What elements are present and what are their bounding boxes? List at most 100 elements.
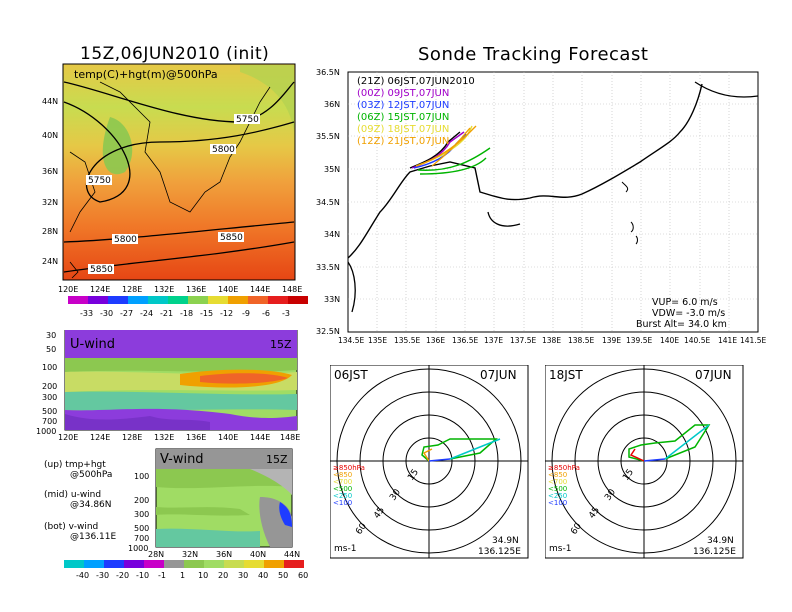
lon-tick: 124E	[90, 433, 110, 442]
wcbar-tick: 1	[180, 571, 185, 580]
wcbar-tick: -1	[158, 571, 166, 580]
hodo1-lat: 34.9N	[492, 536, 519, 546]
hodo-legend: <500	[548, 485, 567, 493]
wcbar-tick: 20	[218, 571, 228, 580]
param-burst: Burst Alt= 34.0 km	[636, 319, 727, 330]
lon-tick: 140.5E	[684, 336, 710, 345]
lon-tick: 140E	[218, 433, 238, 442]
cbar-tick: -12	[220, 309, 233, 318]
hodo1-unit: ms-1	[334, 544, 356, 554]
p-tick: 1000	[128, 544, 148, 553]
coastline	[347, 83, 703, 259]
lon-tick: 148E	[282, 285, 302, 294]
lon-tick: 120E	[58, 433, 78, 442]
hodo2-panel: 18JST 07JUN 15 30 45 60 ≥850hPa <850 <70…	[545, 365, 744, 559]
hodo-legend: <850	[548, 471, 567, 479]
hodo1-time: 06JST	[334, 368, 368, 382]
hodo-legend: <850	[333, 471, 352, 479]
lat-tick: 36N	[42, 167, 58, 176]
lon-tick: 138.5E	[568, 336, 594, 345]
lon-tick: 132E	[154, 285, 174, 294]
lat-tick: 40N	[42, 131, 58, 140]
lon-tick: 135.5E	[394, 336, 420, 345]
contour-label: 5750	[236, 115, 259, 125]
hodo-legend: <250	[548, 492, 567, 500]
p-tick: 30	[46, 331, 56, 340]
lon-tick: 138E	[542, 336, 561, 345]
lon-tick: 128E	[122, 285, 142, 294]
wcbar-tick: -20	[116, 571, 129, 580]
wcbar-tick: 30	[238, 571, 248, 580]
uwind-time: 15Z	[270, 338, 292, 351]
lat-tick: 32N	[182, 550, 198, 559]
p-tick: 500	[134, 524, 149, 533]
p-tick: 500	[42, 407, 57, 416]
lon-tick: 137E	[484, 336, 503, 345]
hodo-legend: <100	[333, 499, 352, 507]
lat-tick: 36.5N	[316, 68, 340, 77]
cbar-tick: -9	[242, 309, 250, 318]
lat-tick: 44N	[42, 97, 58, 106]
lat-tick: 24N	[42, 257, 58, 266]
hodo1-panel: 06JST 07JUN 15 30 45 60 ≥850hPa <850 <70…	[330, 365, 529, 559]
hodo2-time: 18JST	[549, 368, 583, 382]
legend-entry: (06Z) 15JST,07JUN	[357, 112, 449, 123]
lat-tick: 28N	[42, 227, 58, 236]
lon-tick: 136E	[186, 433, 206, 442]
p-tick: 200	[42, 382, 57, 391]
legend-entry: (09Z) 18JST,07JUN	[357, 124, 449, 135]
tracking-map: (21Z) 06JST,07JUN2010 (00Z) 09JST,07JUN …	[316, 68, 766, 345]
lat-tick: 33N	[324, 295, 340, 304]
lon-tick: 136E	[426, 336, 445, 345]
lon-tick: 141.5E	[740, 336, 766, 345]
lat-tick: 40N	[250, 550, 266, 559]
lon-tick: 128E	[122, 433, 142, 442]
hodo-legend: <250	[333, 492, 352, 500]
lat-tick: 36N	[324, 100, 340, 109]
hodo-legend: <700	[333, 478, 352, 486]
right-title: Sonde Tracking Forecast	[418, 44, 649, 65]
lon-tick: 140E	[218, 285, 238, 294]
cbar-tick: -27	[120, 309, 133, 318]
contour-label: 5850	[220, 233, 243, 243]
cbar-tick: -18	[180, 309, 193, 318]
legend-entry: (00Z) 09JST,07JUN	[357, 88, 449, 99]
map500-panel: 5750 5800 5750 5800 5850 5850 temp(C)+hg…	[42, 63, 308, 318]
temp-colorbar	[68, 296, 308, 304]
param-vdw: VDW= -3.0 m/s	[652, 308, 725, 319]
lon-tick: 132E	[154, 433, 174, 442]
tracking-grid	[348, 72, 758, 332]
hodo-legend: <700	[548, 478, 567, 486]
cbar-tick: -6	[262, 309, 270, 318]
p-tick: 300	[134, 510, 149, 519]
p-tick: 1000	[36, 427, 56, 436]
hodo2-trace	[628, 424, 711, 462]
hodo-legend: <500	[333, 485, 352, 493]
lat-tick: 35N	[324, 165, 340, 174]
lon-tick: 136.5E	[452, 336, 478, 345]
vwind-label: V-wind	[160, 452, 204, 467]
legend-entry: (03Z) 12JST,07JUN	[357, 100, 449, 111]
coastline	[99, 81, 271, 213]
negative-core	[279, 502, 292, 527]
hodo-legend: ≥850hPa	[548, 464, 580, 472]
cbar-tick: -30	[100, 309, 113, 318]
lon-tick: 124E	[90, 285, 110, 294]
sonde-tracks	[409, 125, 491, 175]
map500-field	[62, 63, 296, 281]
lon-tick: 136E	[186, 285, 206, 294]
hodo1-trace	[421, 438, 501, 462]
contour-label: 5750	[88, 176, 111, 186]
contour-label: 5800	[114, 235, 137, 245]
left-title: 15Z,06JUN2010 (init)	[80, 44, 270, 64]
cbar-tick: -24	[140, 309, 153, 318]
lon-tick: 144E	[250, 433, 270, 442]
lon-tick: 135E	[368, 336, 387, 345]
lon-tick: 140E	[660, 336, 679, 345]
track-06z	[417, 147, 491, 175]
legend-entry: (12Z) 21JST,07JUN	[357, 136, 449, 147]
lon-tick: 148E	[280, 433, 300, 442]
cbar-tick: -3	[282, 309, 290, 318]
wcbar-tick: 10	[198, 571, 208, 580]
wcbar-tick: 40	[258, 571, 268, 580]
